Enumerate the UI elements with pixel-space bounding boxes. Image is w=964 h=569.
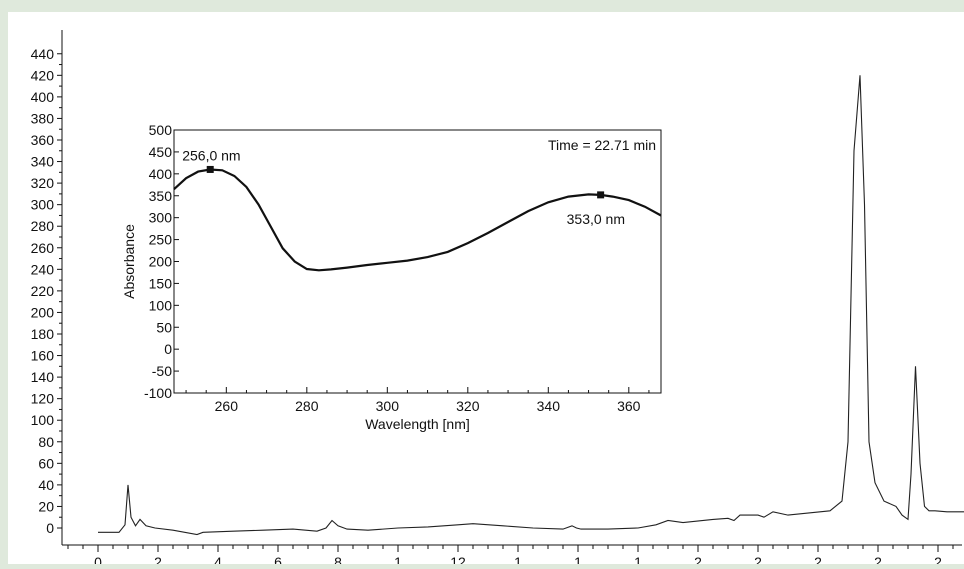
main-x-tick-label: 2 (154, 554, 162, 564)
main-y-tick-label: 60 (38, 455, 54, 471)
inset-y-tick-label: 350 (149, 188, 173, 204)
inset-x-axis-label: Wavelength [nm] (365, 416, 470, 432)
inset-y-tick-label: 250 (149, 232, 173, 248)
inset-y-axis-label: Absorbance (121, 224, 137, 299)
main-y-tick-label: 0 (46, 520, 54, 536)
inset-peak-markers: 256,0 nm 353,0 nm (182, 147, 625, 226)
inset-x-tick-label: 340 (537, 398, 561, 414)
main-x-tick-label: 1 (574, 554, 582, 564)
inset-x-tick-label: 300 (376, 398, 400, 414)
main-y-tick-label: 40 (38, 477, 54, 493)
main-y-tick-label: 140 (31, 369, 55, 385)
main-y-tick-label: 120 (31, 391, 55, 407)
uv-spectrum-inset: -100 -50 0 50 100 150 200 250 300 350 400 450 500 26… (121, 122, 662, 432)
inset-y-tick-label: 150 (149, 275, 173, 291)
peak-marker (206, 165, 214, 173)
main-y-ticks: 0 20 40 60 80 100 120 140 160 180 200 220 240 260 280 3… (31, 46, 62, 536)
main-x-tick-label: 1 (394, 554, 402, 564)
main-x-tick-label: 1 (634, 554, 642, 564)
inset-y-tick-label: 400 (149, 166, 173, 182)
main-x-tick-label: 4 (214, 554, 222, 564)
inset-x-tick-label: 280 (295, 398, 319, 414)
main-x-tick-label: 2 (934, 554, 942, 564)
inset-x-tick-label: 260 (215, 398, 239, 414)
chromatogram-panel: 0 20 40 60 80 100 120 140 160 180 200 220 240 260 280 3… (8, 12, 964, 569)
chromatogram-series-line (98, 75, 964, 536)
main-y-tick-label: 440 (31, 46, 55, 62)
main-y-tick-label: 360 (31, 132, 55, 148)
main-y-tick-label: 300 (31, 197, 55, 213)
peak-label: 256,0 nm (182, 147, 240, 163)
main-axes (61, 30, 962, 546)
main-y-tick-label: 320 (31, 175, 55, 191)
inset-y-tick-label: 500 (149, 122, 173, 138)
main-y-tick-label: 200 (31, 304, 55, 320)
main-x-ticks: 02468112111222222 (67, 545, 954, 569)
main-y-tick-label: 240 (31, 261, 55, 277)
main-x-tick-label: 2 (754, 554, 762, 564)
main-y-tick-label: 220 (31, 283, 55, 299)
main-y-tick-label: 160 (31, 348, 55, 364)
main-y-tick-label: 180 (31, 326, 55, 342)
peak-label: 353,0 nm (567, 211, 625, 227)
inset-x-ticks: 260 280 300 320 340 360 (185, 387, 650, 414)
main-y-tick-label: 80 (38, 434, 54, 450)
main-y-tick-label: 100 (31, 412, 55, 428)
main-y-tick-label: 400 (31, 89, 55, 105)
inset-y-tick-label: 300 (149, 210, 173, 226)
chromatogram-chart: 0204060801001201401601802002202402602803… (31, 30, 964, 569)
inset-y-tick-label: 50 (156, 319, 172, 335)
inset-y-ticks: -100 -50 0 50 100 150 200 250 300 350 400 450 500 (144, 122, 179, 401)
main-y-tick-label: 280 (31, 218, 55, 234)
main-x-tick-label: 2 (694, 554, 702, 564)
inset-y-tick-label: 450 (149, 144, 173, 160)
main-y-tick-label: 260 (31, 240, 55, 256)
inset-y-tick-label: 200 (149, 254, 173, 270)
main-y-tick-label: 380 (31, 110, 55, 126)
main-x-tick-label: 2 (874, 554, 882, 564)
main-x-tick-label: 2 (814, 554, 822, 564)
inset-y-tick-label: -100 (144, 385, 172, 401)
inset-y-tick-label: 100 (149, 297, 173, 313)
inset-x-tick-label: 320 (456, 398, 480, 414)
main-x-tick-label: 12 (450, 554, 466, 564)
main-x-tick-label: 0 (94, 554, 102, 564)
main-y-tick-label: 340 (31, 154, 55, 170)
inset-y-tick-label: 0 (164, 341, 172, 357)
inset-y-tick-label: -50 (152, 363, 172, 379)
inset-x-tick-label: 360 (617, 398, 641, 414)
main-x-tick-label: 6 (274, 554, 282, 564)
main-x-tick-label: 8 (334, 554, 342, 564)
main-x-tick-label: 1 (514, 554, 522, 564)
inset-time-annotation: Time = 22.71 min (548, 137, 656, 153)
main-y-tick-label: 420 (31, 67, 55, 83)
peak-marker (597, 191, 605, 199)
inset-plot-box (173, 129, 662, 394)
spectrum-series-line (173, 168, 662, 272)
main-y-tick-label: 20 (38, 498, 54, 514)
